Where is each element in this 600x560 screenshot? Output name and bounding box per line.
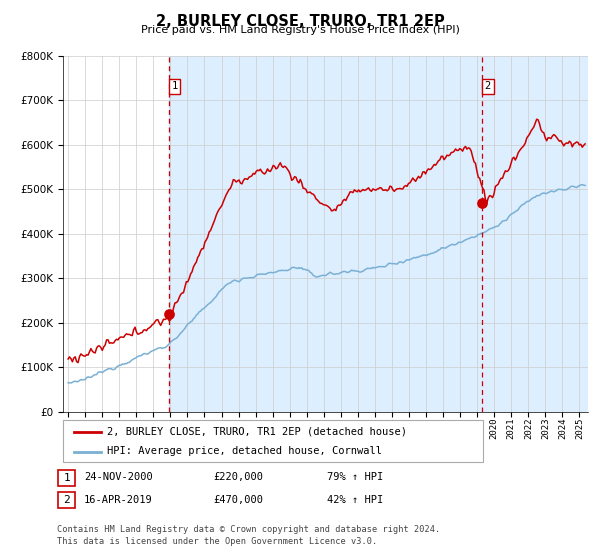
Text: Contains HM Land Registry data © Crown copyright and database right 2024.
This d: Contains HM Land Registry data © Crown c… [57,525,440,546]
Text: 24-NOV-2000: 24-NOV-2000 [84,472,153,482]
Text: 2, BURLEY CLOSE, TRURO, TR1 2EP: 2, BURLEY CLOSE, TRURO, TR1 2EP [155,14,445,29]
Text: Price paid vs. HM Land Registry's House Price Index (HPI): Price paid vs. HM Land Registry's House … [140,25,460,35]
Text: 2, BURLEY CLOSE, TRURO, TR1 2EP (detached house): 2, BURLEY CLOSE, TRURO, TR1 2EP (detache… [107,427,407,437]
Text: £220,000: £220,000 [213,472,263,482]
Text: 16-APR-2019: 16-APR-2019 [84,494,153,505]
Text: 42% ↑ HPI: 42% ↑ HPI [327,494,383,505]
Text: £470,000: £470,000 [213,494,263,505]
Text: HPI: Average price, detached house, Cornwall: HPI: Average price, detached house, Corn… [107,446,382,456]
Point [164,309,173,318]
Text: 2: 2 [63,495,70,505]
Point [478,198,487,207]
Bar [169,56,600,412]
FancyBboxPatch shape [58,492,75,508]
FancyBboxPatch shape [63,420,483,462]
Text: 79% ↑ HPI: 79% ↑ HPI [327,472,383,482]
Text: 1: 1 [171,81,178,91]
Text: 2: 2 [485,81,491,91]
Text: 1: 1 [63,473,70,483]
FancyBboxPatch shape [58,470,75,486]
